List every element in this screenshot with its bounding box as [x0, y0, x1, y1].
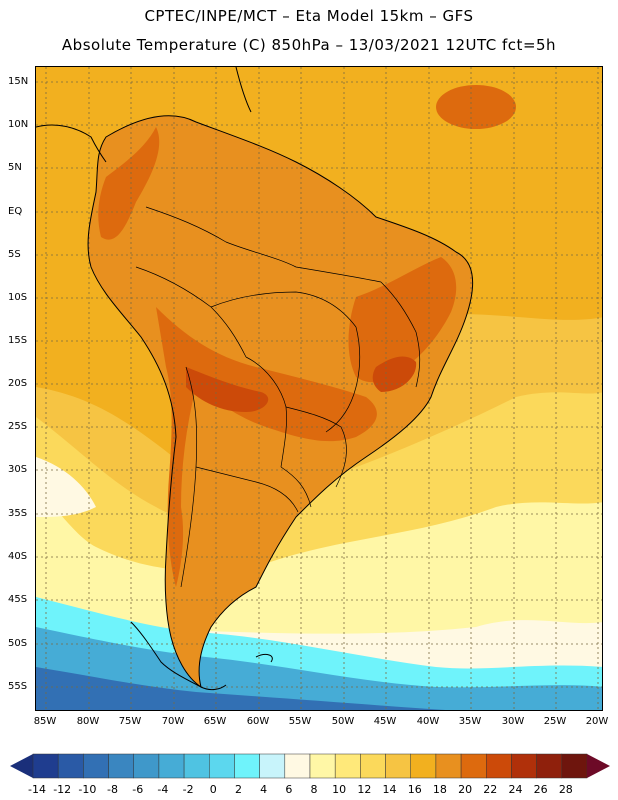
colorbar-tick-label: 12 [357, 783, 372, 796]
colorbar-tick-label: 14 [382, 783, 397, 796]
colorbar-cell [108, 753, 134, 779]
lon-label: 45W [373, 716, 397, 727]
colorbar-cell [158, 753, 185, 779]
lon-label: 70W [161, 716, 185, 727]
colorbar-cell [410, 753, 437, 779]
lat-label: 15N [8, 76, 29, 87]
colorbar-cell [561, 753, 588, 779]
colorbar-tick-label: 8 [310, 783, 318, 796]
colorbar-tick-label: 6 [285, 783, 293, 796]
colorbar-tick-label: -14 [28, 783, 46, 796]
lat-label: 50S [8, 638, 28, 649]
colorbar-cell [360, 753, 386, 779]
colorbar-cell [57, 753, 84, 779]
colorbar-tick-label: 28 [558, 783, 573, 796]
lon-label: 55W [288, 716, 312, 727]
colorbar-cell [133, 753, 160, 779]
coastlines [36, 67, 474, 691]
temperature-map[interactable] [35, 66, 603, 711]
colorbar-cell [334, 753, 361, 779]
lat-label: 10S [8, 292, 28, 303]
lat-label: 55S [8, 681, 28, 692]
colorbar-cell [385, 753, 411, 779]
colorbar-cell [83, 753, 109, 779]
lon-label: 50W [331, 716, 355, 727]
lon-label: 75W [118, 716, 142, 727]
lat-label: 20S [8, 378, 28, 389]
colorbar-overflow-arrow [587, 754, 610, 778]
lat-label: 5S [8, 249, 21, 260]
lon-label: 30W [501, 716, 525, 727]
colorbar-tick-label: -2 [182, 783, 194, 796]
colorbar-tick-label: 4 [260, 783, 268, 796]
lon-label: 35W [458, 716, 482, 727]
colorbar-underflow-arrow [10, 754, 33, 778]
colorbar-cell [183, 753, 210, 779]
colorbar-cell [32, 753, 59, 779]
lat-label: EQ [8, 206, 23, 217]
lat-label: 45S [8, 594, 28, 605]
colorbar-cell [309, 753, 336, 779]
colorbar-tick-label: 0 [209, 783, 217, 796]
colorbar-tick-label: -10 [78, 783, 97, 796]
hottest-core [186, 356, 417, 412]
colorbar-tick-label: 18 [432, 783, 447, 796]
colorbar-tick-label: 22 [483, 783, 498, 796]
map-title: CPTEC/INPE/MCT – Eta Model 15km – GFS [144, 7, 474, 25]
colorbar-tick-label: -4 [157, 783, 169, 796]
lon-label: 40W [416, 716, 440, 727]
map-subtitle: Absolute Temperature (C) 850hPa – 13/03/… [61, 36, 557, 54]
lat-label: 25S [8, 421, 28, 432]
colorbar-tick-label: 26 [533, 783, 548, 796]
colorbar-cell [259, 753, 286, 779]
colorbar-tick-label: -12 [53, 783, 72, 796]
country-borders [135, 206, 421, 588]
colorbar-cell [209, 753, 235, 779]
lat-label: 5N [8, 162, 22, 173]
colorbar-cell [511, 753, 537, 779]
ocean-sky-band [36, 627, 602, 710]
colorbar-tick-label: 2 [234, 783, 242, 796]
colorbar-tick-label: 16 [407, 783, 422, 796]
colorbar-cell [284, 753, 311, 779]
colorbar-cell [486, 753, 512, 779]
lat-label: 15S [8, 335, 28, 346]
lon-label: 65W [203, 716, 227, 727]
lat-label: 40S [8, 551, 28, 562]
lat-label: 30S [8, 464, 28, 475]
colorbar-tick-label: -8 [107, 783, 119, 796]
colorbar-cell [435, 753, 462, 779]
lon-label: 60W [246, 716, 270, 727]
temperature-field [36, 67, 602, 710]
colorbar-tick-label: -6 [132, 783, 144, 796]
hot-andes-north [98, 127, 160, 240]
lat-label: 35S [8, 508, 28, 519]
lon-label: 25W [543, 716, 567, 727]
colorbar-cells [32, 753, 588, 779]
ocean-blue-band [36, 667, 446, 710]
colorbar [10, 753, 610, 779]
warm-ocean-patch [436, 85, 516, 129]
colorbar-cell [234, 753, 260, 779]
colorbar-tick-label: 10 [332, 783, 347, 796]
lat-label: 10N [8, 119, 29, 130]
lon-label: 80W [76, 716, 100, 727]
colorbar-cell [460, 753, 487, 779]
colorbar-cell [536, 753, 563, 779]
colorbar-tick-label: 24 [508, 783, 523, 796]
lon-label: 85W [33, 716, 57, 727]
colorbar-tick-label: 20 [458, 783, 473, 796]
lon-label: 20W [585, 716, 609, 727]
